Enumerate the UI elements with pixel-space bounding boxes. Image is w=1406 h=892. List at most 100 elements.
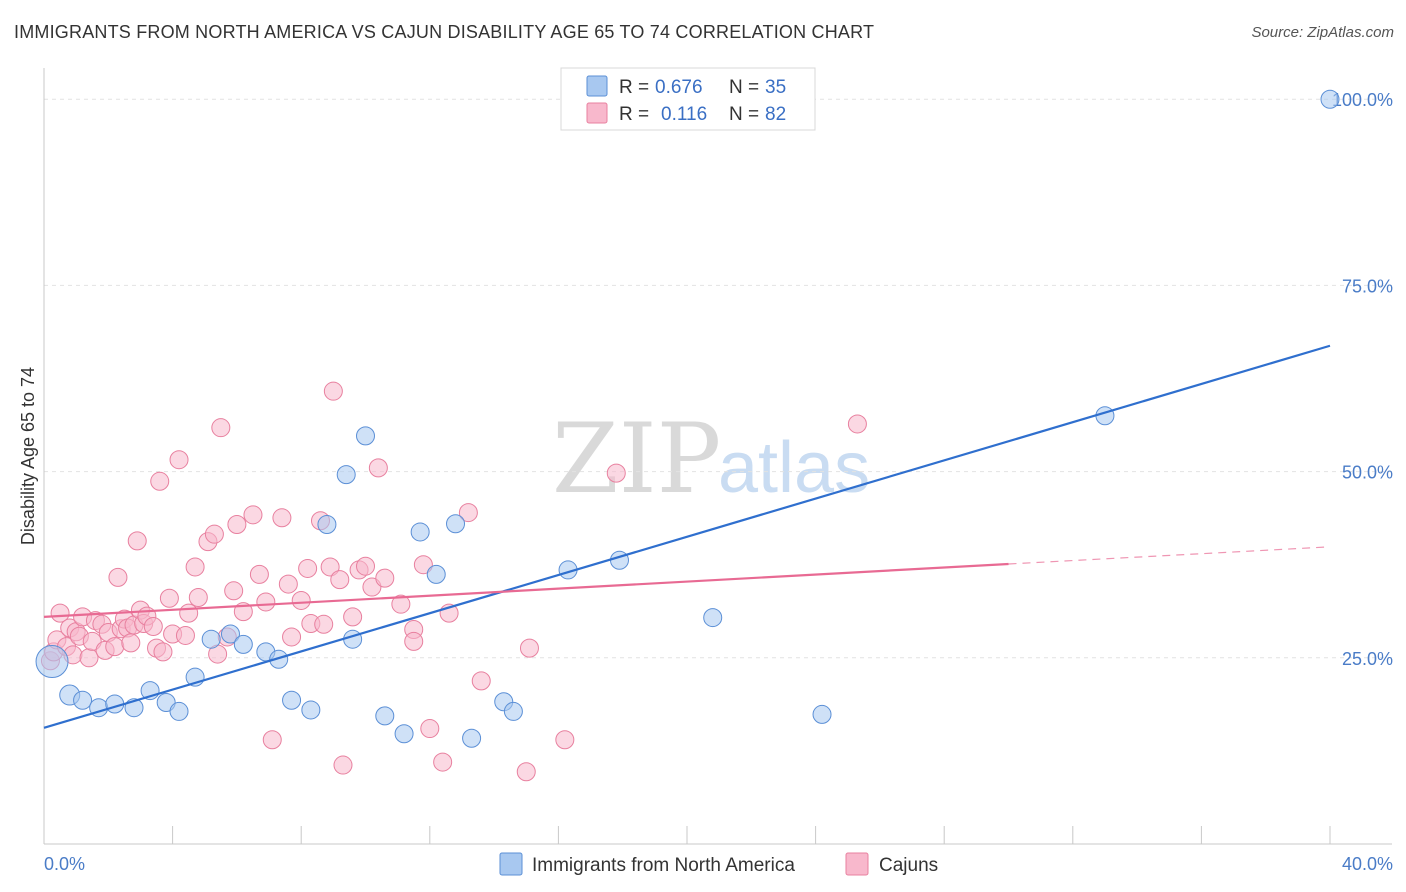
watermark-zip: ZIP <box>552 403 721 515</box>
immigrants-point <box>201 629 221 649</box>
y-tick-label: 100.0% <box>1332 90 1393 110</box>
cajuns-point <box>272 508 292 528</box>
cajuns-trendline-extension <box>1008 546 1331 565</box>
cajuns-point <box>278 574 298 594</box>
immigrants-point <box>336 465 356 485</box>
axes <box>43 68 1392 845</box>
immigrants-point <box>35 645 69 679</box>
cajuns-point <box>256 592 276 612</box>
cajuns-point <box>330 570 350 590</box>
cajuns-point <box>420 719 440 739</box>
immigrants-trendline <box>43 344 1331 729</box>
cajuns-point <box>211 418 231 438</box>
cajuns-point <box>458 503 478 523</box>
immigrants-point <box>446 514 466 534</box>
legend-r-value-immigrants: 0.676 <box>655 77 703 98</box>
source-label: Source: ZipAtlas.com <box>1251 24 1394 41</box>
immigrants-point <box>169 701 189 721</box>
cajuns-point <box>175 625 195 645</box>
x-tick-label: 0.0% <box>44 854 85 874</box>
cajuns-point <box>204 524 224 544</box>
trendlines <box>43 344 1331 729</box>
cajuns-point <box>169 450 189 470</box>
series-legend-swatch-immigrants <box>499 852 523 876</box>
cajuns-point <box>143 617 163 637</box>
immigrants-point <box>301 700 321 720</box>
legend-r-label-cajuns: R = <box>619 104 649 125</box>
immigrants-point <box>410 522 430 542</box>
immigrants-point <box>282 690 302 710</box>
legend-r-label-immigrants: R = <box>619 77 649 98</box>
immigrants-point <box>233 634 253 654</box>
legend-n-label-immigrants: N = <box>729 77 759 98</box>
legend-swatch-immigrants <box>586 75 608 97</box>
legend-swatch-cajuns <box>586 102 608 124</box>
immigrants-point <box>269 649 289 669</box>
series-legend-label-immigrants: Immigrants from North America <box>532 855 795 876</box>
cajuns-point <box>249 564 269 584</box>
immigrants-point <box>356 426 375 446</box>
cajuns-point <box>516 762 536 782</box>
y-tick-label: 25.0% <box>1342 649 1393 669</box>
cajuns-point <box>127 531 147 551</box>
cajuns-point <box>121 633 141 653</box>
immigrants-point <box>503 701 523 721</box>
legend-r-value-cajuns: 0.116 <box>661 104 707 125</box>
immigrants-point <box>426 564 446 584</box>
series-legend-swatch-cajuns <box>845 852 869 876</box>
immigrants-point <box>703 608 723 628</box>
cajuns-point <box>150 471 170 491</box>
cajuns-point <box>262 730 282 750</box>
stats-legend: R = 0.676 N = 35 R = 0.116 N = 82 <box>560 67 816 131</box>
cajuns-point <box>847 414 867 434</box>
chart-title: IMMIGRANTS FROM NORTH AMERICA VS CAJUN D… <box>14 22 875 42</box>
series-legend-label-cajuns: Cajuns <box>879 855 938 876</box>
cajuns-point <box>323 381 343 401</box>
immigrants-point <box>220 624 240 644</box>
legend-n-label-cajuns: N = <box>729 104 759 125</box>
y-tick-label: 75.0% <box>1342 276 1393 296</box>
immigrants-point <box>394 724 414 744</box>
tick-labels: 25.0% 50.0% 75.0% 100.0% 0.0% 40.0% <box>44 90 1393 874</box>
immigrants-point <box>317 514 337 534</box>
cajuns-point <box>153 642 173 662</box>
cajuns-point <box>375 568 395 588</box>
cajuns-point <box>224 581 244 601</box>
immigrants-point <box>1320 89 1340 109</box>
immigrants-point <box>812 704 832 724</box>
cajuns-point <box>471 671 491 691</box>
cajuns-point <box>188 587 208 607</box>
cajuns-point <box>404 631 424 651</box>
cajuns-point <box>298 558 318 578</box>
y-tick-label: 50.0% <box>1342 463 1393 483</box>
cajuns-point <box>606 463 626 483</box>
cajuns-point <box>433 752 453 772</box>
immigrants-point <box>1095 406 1115 426</box>
gridlines <box>44 98 1392 659</box>
cajuns-point <box>179 603 199 623</box>
cajuns-point <box>320 557 340 577</box>
cajuns-point <box>79 648 99 668</box>
immigrants-point <box>462 728 482 748</box>
x-tick-label: 40.0% <box>1342 854 1393 874</box>
cajuns-point <box>368 458 388 478</box>
cajuns-point <box>159 588 179 608</box>
y-axis-title: Disability Age 65 to 74 <box>18 367 38 545</box>
watermark: ZIP atlas <box>552 403 870 515</box>
cajuns-point <box>413 555 433 575</box>
cajuns-point <box>291 590 311 610</box>
immigrants-point <box>343 629 363 649</box>
cajuns-point <box>343 607 363 627</box>
cajuns-point <box>50 603 70 623</box>
cajuns-points <box>40 381 867 782</box>
cajuns-point <box>108 567 128 587</box>
cajuns-point <box>555 730 575 750</box>
cajuns-point <box>356 556 375 576</box>
legend-n-value-cajuns: 82 <box>765 104 786 125</box>
cajuns-point <box>333 755 353 775</box>
cajuns-point <box>243 505 263 525</box>
cajuns-point <box>314 614 334 634</box>
cajuns-point <box>227 514 247 534</box>
immigrants-point <box>73 690 93 710</box>
